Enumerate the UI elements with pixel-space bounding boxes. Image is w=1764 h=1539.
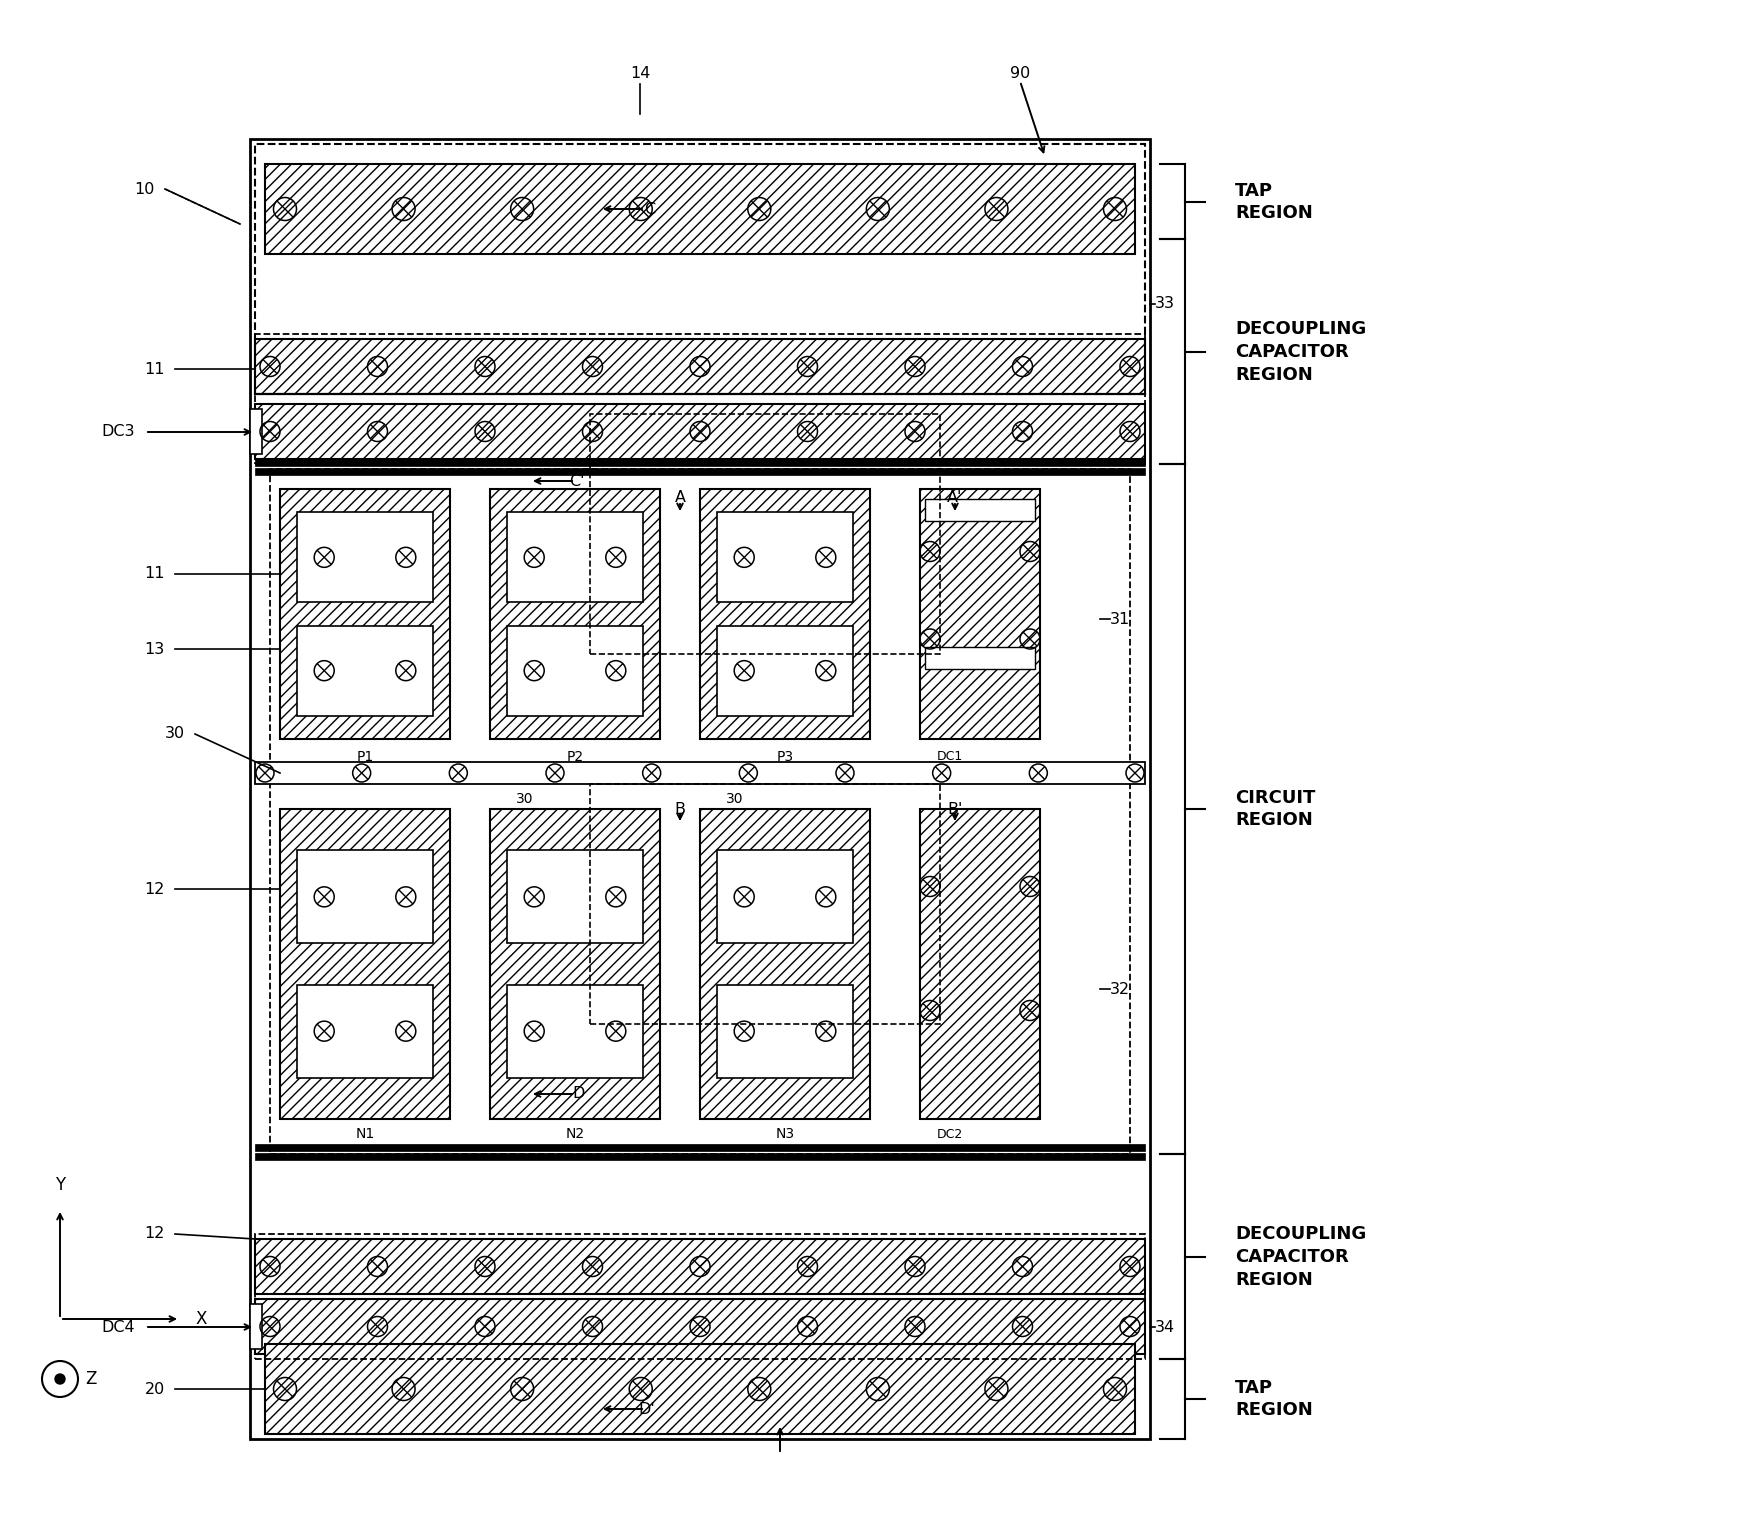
Text: TAP
REGION: TAP REGION [1235,1379,1312,1419]
Text: Z: Z [85,1370,97,1388]
Bar [296,626,432,716]
Bar [256,1299,1145,1354]
Text: 20: 20 [145,1382,166,1396]
Text: 13: 13 [145,642,166,657]
Bar [506,985,644,1077]
Bar [265,1344,1134,1434]
Bar [716,626,854,716]
Bar [924,646,1035,669]
Bar [280,810,450,1119]
Bar [506,626,644,716]
Bar [256,459,1145,466]
Text: 90: 90 [1009,66,1030,82]
Text: 11: 11 [145,566,166,582]
Bar [716,851,854,943]
Bar [270,469,1131,1154]
Text: DECOUPLING
CAPACITOR
REGION: DECOUPLING CAPACITOR REGION [1235,1225,1367,1288]
Text: 12: 12 [145,1227,166,1242]
Text: DC1: DC1 [937,751,963,763]
Bar [256,1239,1145,1294]
Text: DECOUPLING
CAPACITOR
REGION: DECOUPLING CAPACITOR REGION [1235,320,1367,383]
Text: B': B' [947,802,963,817]
Bar [256,1143,1145,1151]
Text: D': D' [639,1402,654,1416]
Bar [924,500,1035,522]
Bar [589,783,940,1023]
Bar [506,512,644,602]
Text: P2: P2 [566,749,584,763]
Bar [256,145,1145,394]
Bar [700,810,870,1119]
Circle shape [55,1374,65,1384]
Bar [296,851,432,943]
Bar [250,139,1150,1439]
Bar [506,851,644,943]
Bar [700,489,870,739]
Bar [490,489,660,739]
Text: D: D [573,1087,586,1102]
Text: 12: 12 [145,882,166,897]
Text: B: B [674,802,686,817]
Bar [256,1153,1145,1160]
Bar [256,468,1145,476]
Text: N3: N3 [776,1127,794,1140]
Text: C': C' [570,474,586,488]
Bar [265,165,1134,254]
Text: C: C [644,202,654,217]
Text: DC2: DC2 [937,1128,963,1140]
Bar [256,339,1145,394]
Text: N1: N1 [355,1127,374,1140]
Text: 30: 30 [164,726,185,742]
Text: TAP
REGION: TAP REGION [1235,182,1312,223]
Bar [256,405,1145,459]
Bar [296,512,432,602]
Text: DC3: DC3 [102,425,136,440]
Text: A: A [674,489,686,505]
Bar [256,334,1145,463]
Text: Y: Y [55,1176,65,1194]
Bar [589,414,940,654]
Text: P1: P1 [356,749,374,763]
Bar [716,512,854,602]
Bar [921,810,1041,1119]
Text: X: X [196,1310,206,1328]
Text: 30: 30 [727,793,744,806]
Text: 32: 32 [1110,982,1131,996]
Text: P3: P3 [776,749,794,763]
Bar [256,762,1145,783]
Text: CIRCUIT
REGION: CIRCUIT REGION [1235,788,1316,830]
Text: 34: 34 [1155,1319,1175,1334]
Bar [716,985,854,1077]
Bar [256,1234,1145,1359]
Text: A': A' [947,489,963,505]
Text: 33: 33 [1155,297,1175,311]
Bar [280,489,450,739]
Text: 14: 14 [630,66,651,82]
Bar [490,810,660,1119]
Bar [250,409,263,454]
Text: DC4: DC4 [101,1319,136,1334]
Text: N2: N2 [566,1127,584,1140]
Text: 30: 30 [517,793,534,806]
Bar [921,489,1041,739]
Text: 31: 31 [1110,611,1131,626]
Text: 11: 11 [145,362,166,377]
Text: 10: 10 [134,182,155,197]
Bar [296,985,432,1077]
Bar [250,1304,263,1350]
